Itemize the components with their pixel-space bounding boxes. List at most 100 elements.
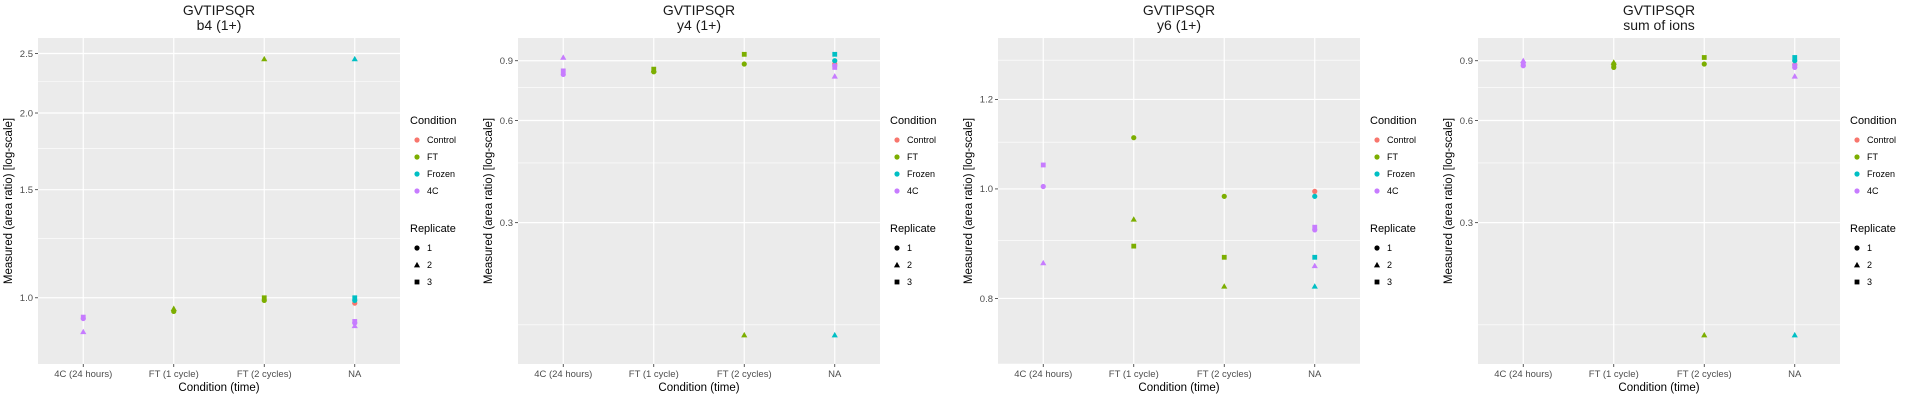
data-point (651, 66, 657, 72)
legend-title-replicate: Replicate (890, 223, 936, 235)
data-point (1701, 61, 1707, 67)
data-point (741, 331, 748, 338)
data-point (1311, 283, 1318, 289)
legend-key-replicate-3 (414, 279, 420, 285)
data-point (1040, 183, 1046, 190)
data-point (741, 51, 747, 57)
legend-label: 4C (1867, 186, 1879, 196)
legend-title-replicate: Replicate (1850, 223, 1896, 235)
chart-subtitle: sum of ions (1623, 17, 1695, 33)
legend-key-replicate-3 (1854, 279, 1860, 285)
data-point (1520, 61, 1526, 67)
data-point (1312, 224, 1318, 230)
legend-label: 1 (907, 243, 912, 253)
legend-label: Frozen (427, 169, 455, 179)
chart-title: GVTIPSQR (1623, 2, 1695, 18)
y-tick-label: 0.6 (1460, 116, 1473, 127)
data-point (1611, 62, 1617, 68)
legend-title-replicate: Replicate (1370, 223, 1416, 235)
legend-key-4c (1854, 188, 1860, 194)
y-axis-label: Measured (area ratio) [log-scale] (483, 118, 495, 284)
legend-key-replicate-2 (1373, 261, 1381, 268)
legend-title-replicate: Replicate (410, 223, 456, 235)
legend-key-control (1374, 137, 1380, 143)
x-tick-label: FT (2 cycles) (1197, 369, 1252, 380)
data-point (1312, 188, 1318, 194)
legend-label: Frozen (907, 169, 935, 179)
legend-label: 2 (1867, 260, 1872, 270)
chart-subtitle: y4 (1+) (677, 17, 721, 33)
legend-key-control (1854, 137, 1860, 143)
legend-label: 3 (1867, 277, 1872, 287)
x-tick-label: FT (1 cycle) (629, 369, 679, 380)
legend-key-replicate-2 (893, 261, 901, 268)
plot-background (1478, 38, 1840, 364)
legend-key-replicate-3 (1374, 279, 1380, 285)
legend-label: FT (427, 152, 438, 162)
y-tick-label: 1.0 (980, 184, 993, 195)
chart-title: GVTIPSQR (183, 2, 255, 18)
data-point (560, 68, 566, 74)
data-point (1701, 331, 1708, 338)
data-point (1221, 254, 1227, 260)
data-point (741, 61, 747, 67)
legend-key-control (894, 137, 900, 143)
legend-label: Control (1387, 135, 1416, 145)
data-point (1311, 262, 1318, 269)
y-tick-label: 0.3 (1460, 218, 1473, 229)
y-tick-label: 1.2 (980, 95, 993, 106)
y-tick-label: 1.0 (20, 293, 33, 304)
y-tick-label: 1.5 (20, 185, 33, 196)
legend-title-condition: Condition (410, 115, 456, 127)
x-axis-label: Condition (time) (658, 382, 739, 394)
legend-key-ft (414, 154, 420, 160)
legend-label: 1 (1387, 243, 1392, 253)
legend-key-replicate-2 (413, 261, 421, 268)
x-tick-label: FT (1 cycle) (1109, 369, 1159, 380)
data-point (1040, 259, 1047, 266)
legend-key-control (414, 137, 420, 143)
legend: Condition Control FT Frozen 4C Replicate 1 2 3 (890, 115, 936, 287)
x-axis-label: Condition (time) (1138, 382, 1219, 394)
legend-label: 1 (1867, 243, 1872, 253)
chart-panel-1: 1.0 1.5 2.0 2.5 4C (24 hours) FT (1 cycle) FT … (3, 2, 456, 394)
x-tick-label: 4C (24 hours) (1014, 369, 1072, 380)
data-point (261, 295, 267, 301)
y-tick-label: 0.6 (500, 116, 513, 127)
data-point (1792, 55, 1798, 60)
y-tick-label: 2.0 (20, 108, 33, 119)
legend-label: 1 (427, 243, 432, 253)
data-point (351, 322, 358, 329)
legend-label: FT (907, 152, 918, 162)
data-point (1131, 243, 1137, 249)
x-tick-label: 4C (24 hours) (534, 369, 592, 380)
legend-label: Frozen (1867, 169, 1895, 179)
legend-key-frozen (414, 171, 420, 177)
legend-title-condition: Condition (1850, 115, 1896, 127)
data-point (1221, 193, 1227, 199)
y-axis-label: Measured (area ratio) [log-scale] (963, 118, 975, 284)
legend-title-condition: Condition (890, 115, 936, 127)
legend-label: Frozen (1387, 169, 1415, 179)
legend-label: Control (1867, 135, 1896, 145)
y-tick-label: 0.9 (500, 56, 513, 67)
chart-title: GVTIPSQR (663, 2, 735, 18)
chart-panel-3: 0.8 1.0 1.2 4C (24 hours) FT (1 cycle) FT (2 … (963, 2, 1416, 394)
legend-label: 3 (1387, 277, 1392, 287)
x-axis-label: Condition (time) (178, 382, 259, 394)
data-point (1312, 254, 1318, 260)
x-tick-label: FT (2 cycles) (237, 369, 292, 380)
x-tick-label: FT (1 cycle) (1589, 369, 1639, 380)
legend-label: 2 (1387, 260, 1392, 270)
data-point (831, 73, 838, 79)
data-point (560, 54, 567, 60)
x-tick-label: NA (828, 369, 842, 380)
data-point (352, 295, 358, 301)
data-point (352, 319, 358, 324)
y-tick-label: 0.9 (1460, 56, 1473, 67)
x-tick-label: FT (1 cycle) (149, 369, 199, 380)
x-tick-label: 4C (24 hours) (54, 369, 112, 380)
data-point (351, 55, 358, 62)
legend-label: 3 (907, 277, 912, 287)
